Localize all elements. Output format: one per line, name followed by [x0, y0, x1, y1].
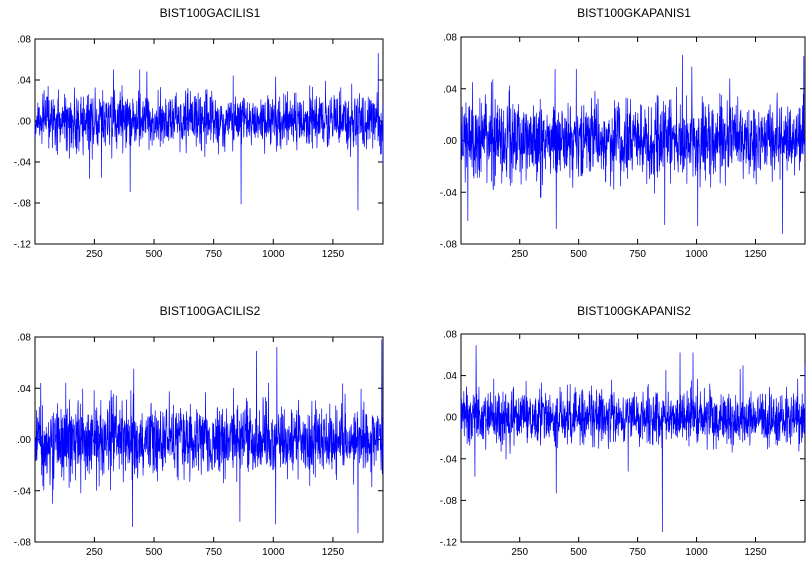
- y-tick-label: -.08: [14, 199, 32, 210]
- x-tick-label: 750: [205, 547, 222, 558]
- chart-2: .08 .04 .00 -.04 -.08 250 500 750 1000 1250: [440, 33, 806, 260]
- chart-3: .08 .04 .00 -.04 -.08 250 500 750 1000 1250: [14, 333, 384, 558]
- y-tick-label: .08: [17, 333, 31, 344]
- y-tick-label: .00: [17, 117, 31, 128]
- y-tick-label: .04: [17, 384, 31, 395]
- x-tick-label: 1000: [685, 249, 708, 260]
- y-tick-label: .00: [17, 435, 31, 446]
- x-tick-label: 1250: [322, 249, 345, 260]
- y-tick-label: -.04: [14, 486, 32, 497]
- x-tick-label: 250: [86, 547, 103, 558]
- x-tick-label: 750: [205, 249, 222, 260]
- x-tick-label: 1250: [744, 249, 767, 260]
- y-tick-label: .00: [443, 413, 457, 424]
- chart-title-2: BIST100GKAPANIS1: [577, 6, 691, 20]
- y-tick-label: -.04: [440, 188, 458, 199]
- y-tick-label: .04: [443, 84, 457, 95]
- chart-title-4: BIST100GKAPANIS2: [577, 304, 691, 318]
- x-tick-label: 750: [629, 249, 646, 260]
- x-tick-label: 750: [629, 547, 646, 558]
- y-tick-label: -.08: [440, 240, 458, 251]
- y-tick-label: .00: [443, 136, 457, 147]
- x-tick-label: 250: [86, 249, 103, 260]
- x-tick-label: 1000: [262, 249, 285, 260]
- chart-1: .08 .04 .00 -.04 -.08 -.12 250 500 750 1000 1250: [14, 35, 384, 260]
- y-tick-label: .08: [443, 33, 457, 44]
- x-tick-label: 500: [570, 547, 587, 558]
- x-tick-label: 500: [146, 547, 163, 558]
- series-line: [460, 345, 806, 532]
- chart-title-1: BIST100GACILIS1: [159, 6, 261, 20]
- x-tick-label: 1250: [322, 547, 345, 558]
- y-tick-label: -.08: [440, 496, 458, 507]
- x-tick-label: 1000: [685, 547, 708, 558]
- y-tick-label: -.04: [14, 158, 32, 169]
- series-line: [34, 339, 384, 534]
- series-line: [34, 53, 384, 211]
- x-tick-label: 250: [511, 547, 528, 558]
- x-tick-label: 1000: [262, 547, 285, 558]
- plot-frame: [460, 333, 806, 543]
- chart-4: .08 .04 .00 -.04 -.08 -.12 250 500 750 1000 1250: [440, 330, 806, 558]
- series-line: [460, 54, 806, 234]
- y-tick-label: -.12: [14, 240, 32, 251]
- y-tick-label: .04: [17, 76, 31, 87]
- chart-title-3: BIST100GACILIS2: [159, 304, 261, 318]
- x-tick-label: 1250: [744, 547, 767, 558]
- y-tick-label: -.04: [440, 454, 458, 465]
- x-tick-label: 500: [570, 249, 587, 260]
- y-tick-label: -.08: [14, 538, 32, 549]
- y-tick-label: -.12: [440, 538, 458, 549]
- x-tick-label: 250: [511, 249, 528, 260]
- y-tick-label: .08: [443, 330, 457, 341]
- plot-frame: [34, 38, 384, 245]
- y-tick-label: .04: [443, 371, 457, 382]
- x-tick-label: 500: [146, 249, 163, 260]
- y-tick-label: .08: [17, 35, 31, 46]
